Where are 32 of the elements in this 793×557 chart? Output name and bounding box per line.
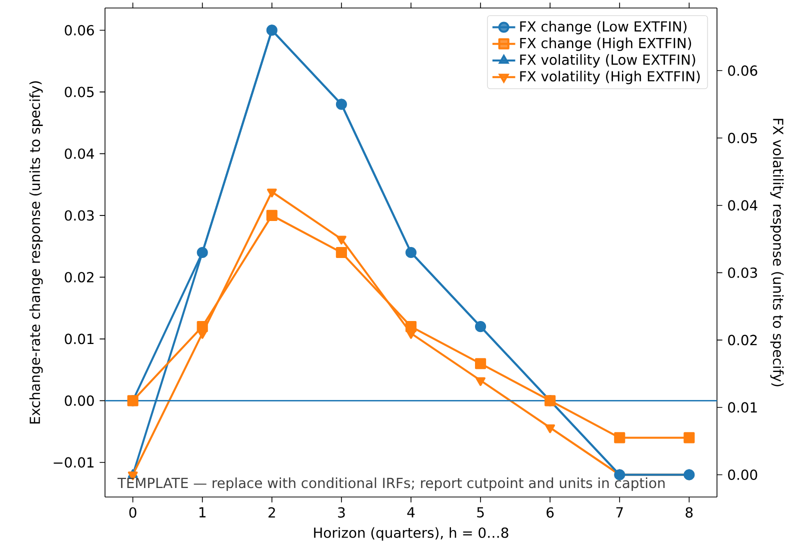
x-tick-label: 5: [477, 507, 484, 518]
x-tick-label: 8: [686, 507, 693, 518]
y-tick-label: 0.01: [64, 334, 94, 344]
x-tick-label: 3: [338, 507, 345, 518]
y-tick-label: −0.01: [54, 457, 94, 468]
x-tick-label: 4: [407, 507, 415, 518]
y-tick-label: 0.04: [64, 148, 94, 159]
x-tick-label: 2: [268, 507, 275, 518]
y2-tick-label: 0.02: [728, 334, 757, 346]
x-tick-label: 0: [129, 507, 136, 518]
x-tick-label: 6: [546, 507, 554, 518]
y2-tick-label: 0.03: [728, 267, 757, 278]
x-tick-label: 1: [199, 507, 206, 518]
y2-tick-label: 0.05: [728, 132, 757, 144]
y-axis-title: Exchange-rate change response (units to specify): [29, 81, 43, 424]
x-tick-label: 7: [616, 507, 623, 518]
y2-axis-title: FX volatility response (units to specify): [770, 118, 784, 386]
x-axis-title: Horizon (quarters), h = 0…8: [314, 527, 508, 541]
y-tick-label: 0.06: [64, 24, 94, 36]
y-tick-label: 0.05: [64, 86, 94, 98]
y2-tick-label: 0.00: [728, 470, 758, 480]
legend-label: FX volatility (Low EXTFIN): [520, 54, 696, 68]
y2-tick-label: 0.04: [728, 200, 758, 211]
y2-tick-label: 0.01: [728, 402, 757, 413]
legend-label: FX change (High EXTFIN): [520, 38, 692, 51]
y2-tick-label: 0.06: [728, 65, 758, 76]
legend-label: FX volatility (High EXTFIN): [520, 70, 700, 84]
y-tick-label: 0.00: [64, 395, 94, 406]
y-tick-label: 0.03: [64, 210, 94, 221]
y-tick-label: 0.02: [64, 272, 94, 282]
annotation: TEMPLATE — replace with conditional IRFs; report cutpoint and units in caption: [117, 477, 665, 491]
legend-label: FX change (Low EXTFIN): [520, 20, 686, 34]
